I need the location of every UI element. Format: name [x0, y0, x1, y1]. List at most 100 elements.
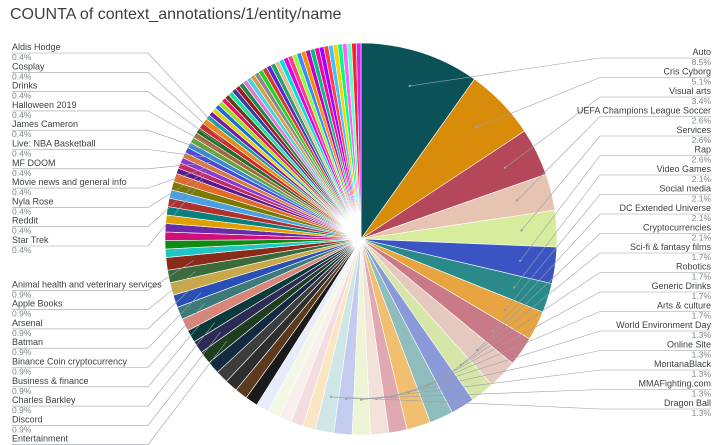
slice-percent: 2.6% [692, 155, 712, 165]
slice-label: MF DOOM [12, 158, 56, 168]
leader-dot [408, 84, 411, 88]
slice-label: Apple Books [12, 299, 63, 309]
slice-percent: 1.7% [692, 311, 712, 321]
leader-line [12, 110, 219, 150]
leader-dot [503, 308, 507, 312]
leader-line [460, 252, 711, 366]
slice-label: Discord [12, 414, 43, 424]
slice-label: UEFA Champions League Soccer [577, 106, 711, 116]
slice-label: Nyla Rose [12, 196, 54, 206]
slice-percent: 0.4% [12, 110, 32, 120]
leader-line [12, 281, 199, 330]
leader-dot [520, 229, 523, 232]
slice-percent: 2.1% [692, 233, 712, 243]
slice-percent: 5.1% [692, 77, 712, 87]
leader-line [12, 331, 221, 426]
slice-label: Dragon Ball [664, 398, 711, 408]
slice-percent: 0.9% [12, 328, 32, 338]
leader-dot [491, 330, 494, 333]
slice-label: Arts & culture [657, 301, 711, 311]
slice-percent: 2.1% [692, 213, 712, 223]
slice-label: Auto [692, 47, 711, 57]
leader-line [476, 233, 711, 351]
leader-dot [515, 199, 519, 202]
leader-line [12, 166, 209, 189]
leader-line [504, 194, 711, 311]
leader-line [376, 350, 711, 400]
leader-line [12, 149, 214, 159]
slice-percent: 0.4% [12, 226, 32, 236]
leader-line [331, 396, 711, 410]
slice-label: Movie news and general info [12, 177, 127, 187]
slice-percent: 0.4% [12, 149, 32, 159]
slice-percent: 1.3% [692, 330, 712, 340]
slice-percent: 0.9% [12, 309, 32, 319]
leader-line [346, 389, 711, 400]
leader-line [444, 272, 711, 377]
slice-percent: 1.3% [692, 389, 712, 399]
leader-dot [459, 363, 462, 367]
leader-line [361, 369, 711, 400]
slice-percent: 0.9% [12, 424, 32, 434]
leader-lines [12, 52, 711, 445]
slice-percent: 3.4% [692, 96, 712, 106]
slice-label: Halloween 2019 [12, 100, 77, 110]
slice-percent: 0.9% [12, 386, 32, 396]
leader-line [426, 291, 711, 386]
slice-percent: 0.4% [12, 168, 32, 178]
slice-percent: 1.3% [692, 369, 712, 379]
leader-line [514, 174, 711, 288]
leader-line [12, 271, 196, 310]
slice-label: Animal health and veterinary services [12, 279, 162, 289]
slice-percent: 1.3% [692, 408, 712, 418]
leader-line [12, 162, 211, 170]
slice-label: Robotics [676, 262, 712, 272]
slice-percent: 0.9% [12, 405, 32, 415]
slice-label: Video Games [657, 164, 712, 174]
leader-dot [329, 395, 333, 399]
leader-line [12, 312, 210, 388]
slice-label: Visual arts [669, 86, 711, 96]
slice-label: World Environment Day [616, 320, 711, 330]
leader-line [12, 322, 215, 407]
leader-line [408, 311, 711, 393]
leader-line [12, 260, 194, 291]
leader-line [12, 180, 204, 247]
slice-label: MontanaBlack [654, 359, 712, 369]
slice-percent: 0.4% [12, 206, 32, 216]
slice-percent: 0.9% [12, 347, 32, 357]
slice-percent: 1.7% [692, 291, 712, 301]
slice-percent: 1.7% [692, 272, 712, 282]
slice-percent: 0.4% [12, 91, 32, 101]
slice-label: Binance Coin cryptocurrency [12, 357, 128, 367]
slice-label: Cris Cyborg [663, 67, 711, 77]
slice-label: Services [676, 125, 711, 135]
leader-line [521, 135, 711, 231]
pie-slice[interactable] [360, 42, 475, 240]
slice-percent: 2.1% [692, 194, 712, 204]
leader-dot [475, 348, 479, 352]
slice-percent: 0.9% [12, 367, 32, 377]
slice-percent: 2.6% [692, 135, 712, 145]
leader-line [12, 72, 224, 142]
slice-percent: 0.4% [12, 52, 32, 62]
leader-line [519, 155, 711, 261]
pie-slice[interactable] [355, 42, 362, 240]
slice-label: Cosplay [12, 61, 45, 71]
slice-percent: 0.9% [12, 444, 32, 445]
leader-line [476, 77, 711, 128]
slice-label: Business & finance [12, 376, 89, 386]
leader-line [492, 213, 711, 332]
leader-line [12, 171, 207, 208]
chart-title: COUNTA of context_annotations/1/entity/n… [10, 6, 342, 23]
slice-label: James Cameron [12, 119, 78, 129]
slice-label: Live: NBA Basketball [12, 139, 96, 149]
leader-dot [475, 126, 478, 129]
leader-line [12, 91, 221, 146]
slice-percent: 1.7% [692, 252, 712, 262]
leader-dot [519, 259, 522, 262]
slice-percent: 1.3% [692, 350, 712, 360]
leader-line [12, 175, 205, 227]
